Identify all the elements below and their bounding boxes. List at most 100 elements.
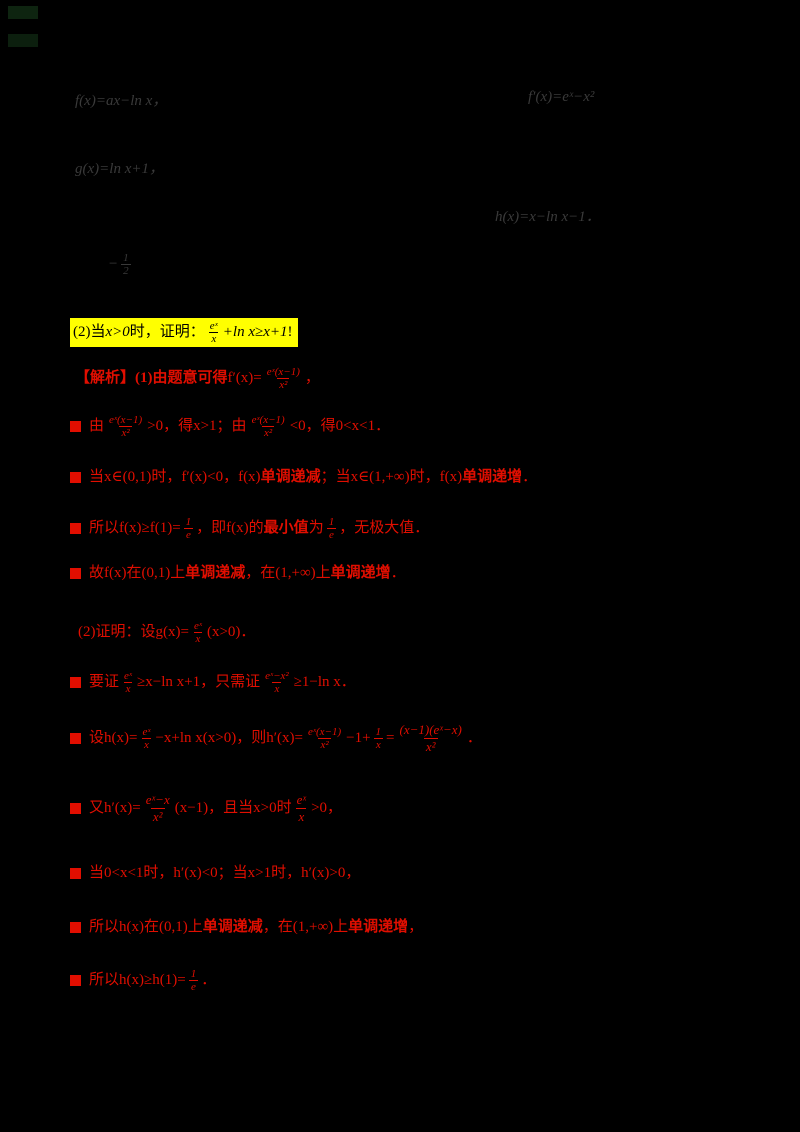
solution-line: 设h(x)= eˣ x −x+ln x(x>0)，则h′(x)= eˣ(x−1)… — [70, 722, 482, 754]
fraction-numerator: 1 — [328, 516, 335, 528]
solution-heading-line: 【解析】(1)由题意可得 f′(x)= eˣ(x−1) x² ， — [75, 366, 320, 391]
solution-line: 由 eˣ(x−1) x² >0，得x>1；由 eˣ(x−1) x² <0，得0<… — [70, 414, 390, 439]
fraction: eˣ x — [122, 670, 134, 695]
fraction-denominator: x — [193, 632, 203, 646]
fraction-numerator: eˣ — [193, 620, 202, 632]
problem-text: 时，证明： — [129, 324, 205, 341]
fraction: 1 2 — [121, 252, 131, 277]
corner-artifact — [8, 34, 38, 47]
red-square-marker — [70, 523, 81, 535]
equation-text: f(x)=ax−ln x， — [75, 93, 168, 109]
fraction: eˣ(x−1) x² — [250, 414, 287, 439]
solution-text: 由 — [89, 418, 105, 435]
solution-line: 当0<x<1时，h′(x)<0；当x>1时，h′(x)>0， — [70, 864, 360, 883]
fraction: eˣ x — [295, 792, 308, 824]
solution-text: ． — [390, 565, 406, 581]
fraction: 1 e — [327, 516, 337, 541]
solution-text: = — [386, 729, 395, 746]
solution-text: ，在(1,+∞)上 — [262, 919, 349, 935]
fraction-numerator: eˣ(x−1) — [251, 414, 285, 426]
solution-text: 故f(x)在(0,1)上 — [89, 565, 186, 581]
solution-text: (x−1)，且当x>0时 — [174, 799, 292, 816]
fraction-numerator: eˣ — [142, 725, 151, 738]
solution-text: ． — [466, 729, 482, 746]
solution-text: f′(x)= — [227, 370, 262, 387]
fraction-numerator: 1 — [190, 968, 197, 980]
equation-line: f(x)=ax−ln x， — [75, 92, 167, 111]
solution-text: (x>0)． — [206, 624, 256, 641]
solution-text: −x+ln x(x>0)，则h′(x)= — [155, 729, 303, 746]
fraction-denominator: x — [296, 807, 307, 824]
solution-text: >0，得x>1；由 — [147, 418, 247, 435]
fraction-denominator: e — [327, 528, 336, 542]
red-square-marker — [70, 802, 81, 814]
fraction-numerator: eˣ — [296, 792, 307, 807]
fraction: 1 x — [373, 725, 384, 751]
red-square-marker — [70, 867, 81, 879]
solution-text: ≥x−ln x+1，只需证 — [137, 674, 261, 691]
fraction-denominator: x² — [150, 807, 165, 824]
fraction-numerator: eˣ(x−1) — [307, 725, 342, 738]
red-square-marker — [70, 567, 81, 579]
fraction: 1 e — [188, 968, 199, 994]
solution-text: (2)证明：设g(x)= — [78, 624, 189, 641]
fraction-denominator: e — [183, 528, 193, 542]
solution-keyword: 单调递减 — [202, 919, 263, 935]
fraction: eˣ−x² x — [263, 670, 291, 695]
solution-text: <0，得0<x<1． — [289, 418, 391, 435]
solution-line: 所以f(x)≥f(1)= 1 e ，即f(x)的 最小值 为 1 e ，无极大值… — [70, 516, 429, 541]
solution-keyword: 单调递增 — [462, 469, 523, 485]
solution-keyword: 单调递增 — [348, 919, 409, 935]
fraction-denominator: 2 — [121, 264, 131, 278]
fraction-denominator: x² — [262, 426, 275, 440]
solution-text: 要证 — [89, 674, 120, 691]
equation-text: f′(x)=eˣ−x² — [528, 89, 595, 105]
fraction-denominator: x — [209, 332, 219, 346]
fraction-denominator: x — [123, 682, 133, 696]
fraction: 1 e — [183, 516, 194, 542]
red-square-marker — [70, 975, 81, 987]
fraction-numerator: eˣ — [209, 320, 218, 332]
solution-text: ，即f(x)的 — [196, 520, 264, 537]
solution-text: 当x∈(0,1)时，f′(x)<0，f(x) — [89, 469, 261, 485]
fraction-denominator: x² — [277, 378, 290, 392]
solution-text: 当0<x<1时，h′(x)<0；当x>1时，h′(x)>0， — [89, 865, 361, 881]
fraction-denominator: e — [188, 980, 198, 994]
solution-keyword: 单调递减 — [260, 469, 321, 485]
fraction: eˣ x — [192, 620, 204, 645]
solution-text: 又h′(x)= — [89, 799, 141, 816]
problem-end-mark: ! — [287, 324, 293, 341]
solution-text: 设h(x)= — [89, 729, 138, 746]
solution-text: ． — [522, 469, 538, 485]
solution-line: 故f(x)在(0,1)上 单调递减 ，在(1,+∞)上 单调递增 ． — [70, 564, 406, 583]
fraction-numerator: 1 — [123, 252, 129, 264]
fraction-numerator: 1 — [185, 516, 192, 528]
solution-text: −1+ — [346, 729, 371, 746]
red-square-marker — [70, 421, 81, 433]
fraction: eˣ−x x² — [144, 792, 172, 824]
solution-line: 所以h(x)在(0,1)上 单调递减 ，在(1,+∞)上 单调递增 ， — [70, 918, 423, 937]
solution-line: 当x∈(0,1)时，f′(x)<0，f(x) 单调递减 ；当x∈(1,+∞)时，… — [70, 468, 537, 487]
solution-text: ， — [408, 919, 424, 935]
solution-keyword: 单调递增 — [330, 565, 391, 581]
fraction-denominator: x — [142, 737, 151, 751]
solution-text: ≥1−ln x． — [293, 674, 356, 691]
solution-text: ， — [304, 370, 320, 387]
fraction: eˣ x — [208, 320, 220, 345]
corner-artifact — [8, 6, 38, 19]
fraction: eˣ x — [140, 726, 152, 751]
problem-label: (2)当 — [73, 324, 106, 341]
solution-label: 【解析】(1)由题意可得 — [75, 370, 228, 387]
fraction-numerator: eˣ(x−1) — [266, 366, 300, 378]
solution-text: ，在(1,+∞)上 — [245, 565, 331, 581]
fraction-denominator: x — [272, 682, 282, 696]
fraction-numerator: (x−1)(eˣ−x) — [399, 722, 462, 737]
equation-text: − — [108, 256, 119, 273]
solution-text: 所以h(x)≥h(1)= — [89, 972, 186, 989]
fraction-denominator: x² — [423, 737, 438, 754]
solution-text: ；当x∈(1,+∞)时，f(x) — [320, 469, 463, 485]
problem-condition: x>0 — [105, 324, 130, 341]
fraction-numerator: 1 — [375, 725, 382, 738]
equation-text: h(x)=x−ln x−1． — [495, 209, 601, 225]
